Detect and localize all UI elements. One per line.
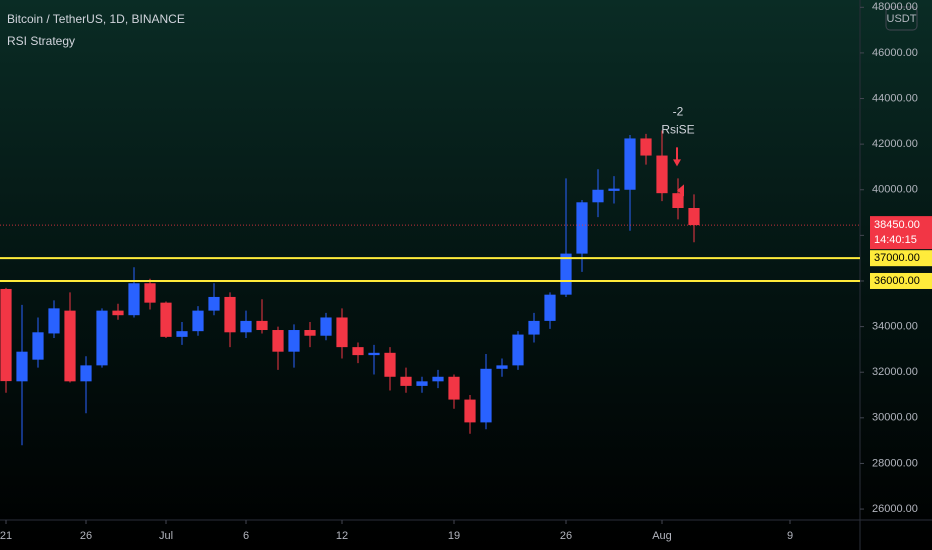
candle-body (656, 155, 668, 194)
signal-text: RsiSE (661, 123, 694, 137)
candle-body (544, 294, 556, 321)
candle-body (496, 365, 508, 369)
x-tick-label: 19 (448, 530, 460, 542)
candle-body (256, 320, 268, 331)
candle-body (240, 320, 252, 333)
x-tick-label: Aug (652, 530, 672, 542)
candle-body (32, 332, 44, 360)
signal-marker (677, 184, 684, 197)
candle-body (192, 310, 204, 332)
candle-body (272, 330, 284, 352)
candle-body (400, 376, 412, 386)
candle-body (224, 296, 236, 333)
candle-body (432, 376, 444, 382)
last-price-box (870, 216, 932, 250)
candle-body (336, 317, 348, 348)
x-tick-label: 9 (787, 530, 793, 542)
candle-body (528, 320, 540, 335)
countdown-label: 14:40:15 (874, 234, 917, 246)
candle-body (608, 188, 620, 191)
candle-body (288, 330, 300, 352)
candle-body (320, 317, 332, 336)
candle-body (624, 138, 636, 190)
candle-body (448, 376, 460, 400)
y-tick-label: 32000.00 (872, 366, 918, 378)
candle-body (464, 399, 476, 423)
x-tick-label: 6 (243, 530, 249, 542)
y-tick-label: 26000.00 (872, 503, 918, 515)
y-tick-label: 40000.00 (872, 184, 918, 196)
y-tick-label: 44000.00 (872, 92, 918, 104)
candle-body (480, 368, 492, 423)
candle-body (576, 202, 588, 254)
y-tick-label: 30000.00 (872, 412, 918, 424)
candle-body (96, 310, 108, 366)
candle-body (384, 352, 396, 377)
candle-body (48, 308, 60, 334)
candle-body (16, 351, 28, 382)
candle-body (304, 330, 316, 336)
x-tick-label: 12 (336, 530, 348, 542)
candle-body (416, 381, 428, 386)
signal-count: -2 (673, 105, 684, 119)
level-label: 36000.00 (874, 275, 920, 287)
x-tick-label: Jul (159, 530, 173, 542)
candle-body (672, 193, 684, 208)
level-label: 37000.00 (874, 252, 920, 264)
x-tick-label: 26 (80, 530, 92, 542)
candle-body (560, 253, 572, 295)
y-tick-label: 46000.00 (872, 47, 918, 59)
candle-body (144, 283, 156, 303)
last-price-label: 38450.00 (874, 219, 920, 231)
y-tick-label: 48000.00 (872, 1, 918, 13)
currency-button[interactable] (885, 6, 918, 31)
candle-body (160, 302, 172, 337)
candle-body (688, 208, 700, 226)
y-tick-label: 28000.00 (872, 457, 918, 469)
candle-body (592, 189, 604, 203)
candle-body (368, 352, 380, 356)
y-tick-label: 42000.00 (872, 138, 918, 150)
level-label-box (870, 250, 932, 267)
signal-arrow-head (673, 159, 681, 167)
chart-title: Bitcoin / TetherUS, 1D, BINANCE (7, 12, 185, 26)
x-tick-label: 26 (560, 530, 572, 542)
candle-body (640, 138, 652, 156)
candle-body (128, 283, 140, 316)
candle-body (208, 296, 220, 311)
candle-body (112, 310, 124, 316)
candle-body (512, 334, 524, 366)
candle-body (64, 310, 76, 382)
candle-body (0, 288, 12, 382)
candle-body (80, 365, 92, 382)
x-tick-label: 21 (0, 530, 12, 542)
candle-body (176, 331, 188, 337)
chart-subtitle: RSI Strategy (7, 34, 75, 48)
currency-label[interactable]: USDT (887, 13, 917, 25)
level-label-box (870, 272, 932, 289)
candle-body (352, 347, 364, 356)
y-tick-label: 34000.00 (872, 321, 918, 333)
